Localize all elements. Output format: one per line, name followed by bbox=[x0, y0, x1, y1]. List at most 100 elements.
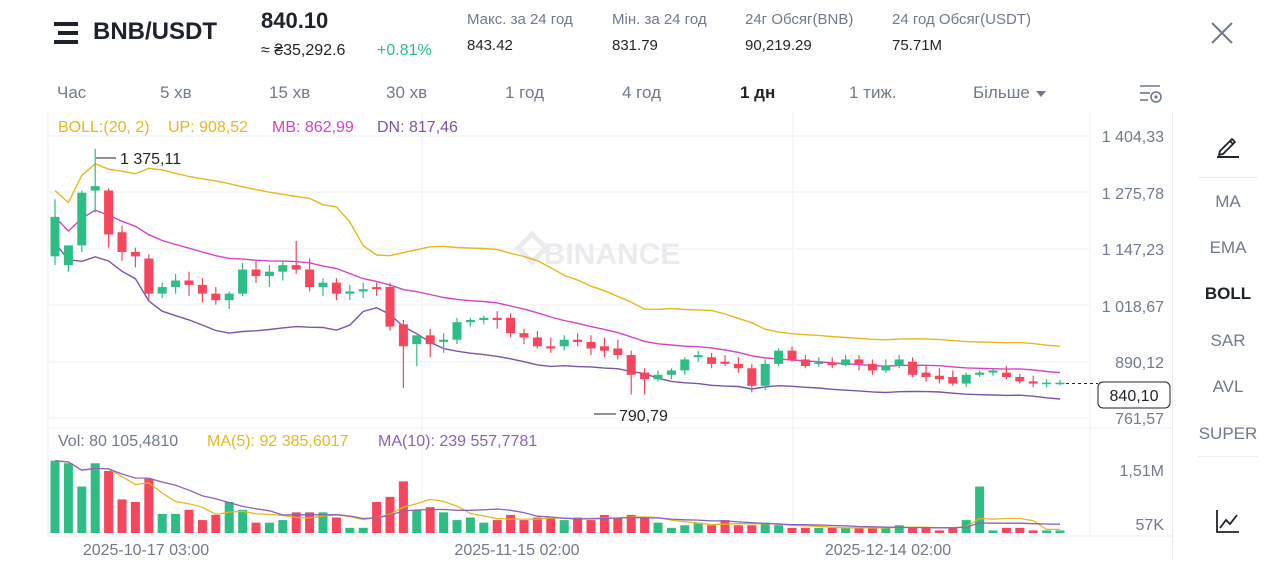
volume-bar bbox=[211, 514, 221, 533]
caret-down-icon bbox=[1035, 90, 1046, 97]
candle-body bbox=[278, 265, 288, 272]
indicator-sar[interactable]: SAR bbox=[1210, 331, 1246, 350]
volume-bar bbox=[1001, 527, 1011, 533]
candle-body bbox=[157, 287, 167, 294]
candle-body bbox=[130, 251, 140, 257]
fiat-price: ≈ ₴35,292.6 bbox=[261, 42, 346, 59]
candle-body bbox=[291, 265, 301, 270]
candle-body bbox=[613, 348, 623, 356]
stat-vol-usdt-value: 75.71M bbox=[892, 37, 943, 54]
pair-title[interactable]: BNB/USDT bbox=[93, 18, 217, 45]
stat-high-value: 843.42 bbox=[467, 37, 513, 54]
volume-bar bbox=[452, 520, 462, 533]
tab-interval-4h[interactable]: 4 год bbox=[622, 83, 662, 102]
volume-ma10-line bbox=[54, 460, 1061, 529]
vol-legend: Vol: 80 105,4810 bbox=[58, 433, 178, 450]
volume-bar bbox=[251, 522, 261, 533]
candle-body bbox=[827, 362, 837, 366]
candle-body bbox=[117, 232, 127, 252]
volume-bar bbox=[184, 509, 194, 533]
tab-interval-1w[interactable]: 1 тиж. bbox=[849, 83, 897, 102]
last-price: 840.10 bbox=[261, 8, 329, 33]
tab-interval-1d[interactable]: 1 дн bbox=[740, 83, 776, 102]
candle-body bbox=[707, 357, 717, 364]
volume-bar bbox=[800, 527, 810, 533]
candle-body bbox=[171, 280, 181, 288]
stat-vol-bnb-value: 90,219.29 bbox=[745, 37, 812, 54]
indicator-boll[interactable]: BOLL bbox=[1204, 284, 1252, 303]
candle-body bbox=[104, 190, 114, 235]
volume-bar bbox=[63, 463, 73, 533]
volume-bars-group bbox=[50, 460, 1065, 533]
chart-grid bbox=[47, 112, 1172, 537]
menu-icon[interactable] bbox=[54, 20, 80, 46]
boll-legend-mb: MB: 862,99 bbox=[272, 119, 354, 136]
candle-body bbox=[1042, 382, 1052, 385]
volume-bar bbox=[908, 527, 918, 533]
volume-bar bbox=[50, 460, 60, 533]
indicator-ema[interactable]: EMA bbox=[1209, 238, 1247, 257]
time-axis-tick: 2025-12-14 02:00 bbox=[825, 542, 951, 559]
tab-interval-time[interactable]: Час bbox=[57, 83, 87, 102]
volume-bar bbox=[881, 527, 891, 533]
candle-body bbox=[573, 339, 583, 342]
candle-body bbox=[693, 355, 703, 358]
max-price-label: 1 375,11 bbox=[120, 151, 181, 168]
vol-legend-ma5: MA(5): 92 385,6017 bbox=[207, 433, 349, 450]
candle-body bbox=[532, 337, 542, 347]
volume-bar bbox=[358, 527, 368, 533]
boll-middle-line bbox=[54, 209, 1061, 374]
tab-interval-15m[interactable]: 15 хв bbox=[269, 83, 311, 102]
candle-body bbox=[452, 322, 462, 340]
tab-interval-5m[interactable]: 5 хв bbox=[160, 83, 192, 102]
stat-vol-bnb-label: 24г Обсяг(BNB) bbox=[745, 11, 854, 28]
volume-bar bbox=[479, 522, 489, 533]
price-axis-tick: 761,57 bbox=[1115, 411, 1164, 428]
volume-bar bbox=[921, 527, 931, 533]
candle-body bbox=[385, 287, 395, 327]
candle-body bbox=[774, 350, 784, 364]
indicator-super[interactable]: SUPER bbox=[1198, 424, 1258, 443]
candle-body bbox=[586, 341, 596, 349]
volume-bar bbox=[988, 530, 998, 533]
candle-body bbox=[519, 333, 529, 338]
volume-bar bbox=[465, 517, 475, 533]
boll-lower-line bbox=[54, 242, 1061, 400]
candle-body bbox=[372, 287, 382, 290]
chart-settings-icon[interactable] bbox=[1138, 81, 1164, 107]
candle-body bbox=[331, 282, 341, 294]
indicator-ma[interactable]: MA bbox=[1215, 192, 1241, 211]
volume-bar bbox=[532, 517, 542, 533]
candle-body bbox=[50, 216, 60, 257]
volume-bar bbox=[948, 527, 958, 533]
candle-body bbox=[184, 280, 194, 285]
candle-body bbox=[144, 258, 154, 294]
volume-bar bbox=[171, 513, 181, 533]
candle-body bbox=[733, 363, 743, 369]
candle-body bbox=[506, 317, 516, 334]
tab-interval-more[interactable]: Більше bbox=[973, 83, 1046, 103]
indicator-avl[interactable]: AVL bbox=[1212, 377, 1244, 396]
candle-body bbox=[238, 269, 248, 294]
chart-type-icon[interactable] bbox=[1215, 508, 1241, 534]
candles-group bbox=[50, 148, 1065, 395]
tab-interval-30m[interactable]: 30 хв bbox=[386, 83, 428, 102]
pencil-draw-icon[interactable] bbox=[1215, 132, 1241, 158]
volume-bar bbox=[599, 514, 609, 533]
price-axis-tick: 1 404,33 bbox=[1102, 129, 1164, 146]
price-axis-tick: 1 147,23 bbox=[1102, 242, 1164, 259]
volume-bar bbox=[318, 512, 328, 533]
candlestick-chart[interactable]: BINANCE BOLL:(20, 2) UP: 908,52 MB: 862,… bbox=[0, 112, 1172, 564]
volume-bar bbox=[854, 527, 864, 533]
volume-bar bbox=[197, 520, 207, 533]
candle-body bbox=[1001, 372, 1011, 378]
volume-bar bbox=[291, 512, 301, 533]
candle-body bbox=[948, 377, 958, 384]
candle-body bbox=[398, 324, 408, 347]
volume-bar bbox=[573, 517, 583, 533]
volume-ma-lines bbox=[54, 460, 1061, 531]
volume-bar bbox=[90, 463, 100, 533]
volume-axis-tick: 1,51M bbox=[1120, 463, 1164, 480]
close-icon[interactable] bbox=[1209, 20, 1235, 46]
tab-interval-1h[interactable]: 1 год bbox=[505, 83, 545, 102]
